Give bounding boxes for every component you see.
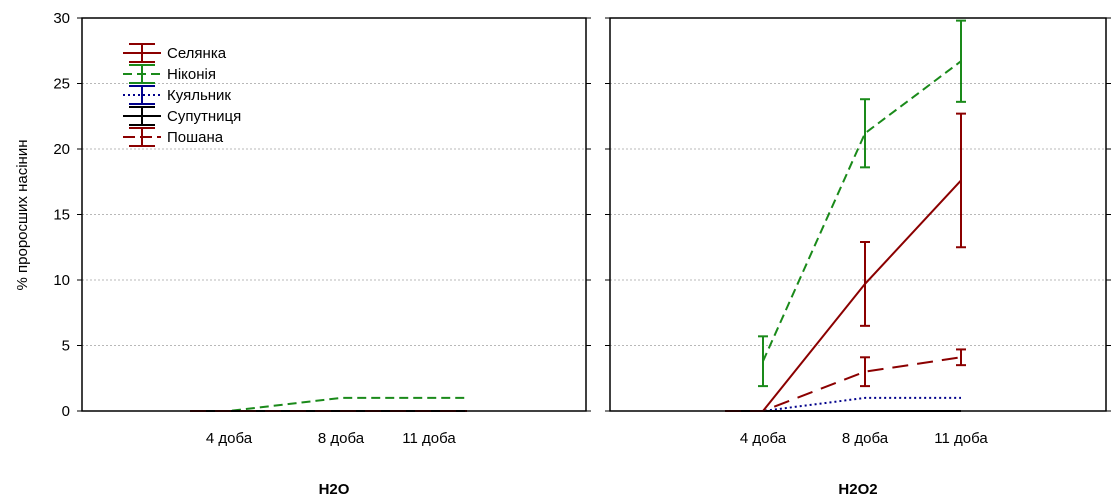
series-line-Пошана — [725, 356, 962, 412]
plot-frame — [81, 17, 587, 412]
y-tick-label: 10 — [53, 272, 70, 289]
y-tick-label: 0 — [62, 403, 70, 420]
y-tick-label: 5 — [62, 338, 70, 355]
legend-item: Супутниця — [123, 106, 241, 126]
panel-title: H2O — [319, 481, 350, 498]
x-tick-label: 8 доба — [318, 430, 365, 447]
x-tick-label: 11 доба — [402, 430, 456, 447]
x-tick-label: 8 доба — [842, 430, 889, 447]
y-tick-label: 25 — [53, 76, 70, 93]
panel-2: 4 доба 8 доба 11 доба H2O2 — [605, 17, 1111, 498]
legend-item: Ніконія — [123, 64, 216, 84]
x-tick-label: 4 доба — [206, 430, 253, 447]
legend-label: Ніконія — [167, 66, 216, 83]
legend-label: Куяльник — [167, 87, 231, 104]
legend-label: Пошана — [167, 129, 224, 146]
panel-title: H2O2 — [838, 481, 877, 498]
panel-1: 4 доба 8 доба 11 доба H2O — [77, 17, 591, 498]
x-tick-label: 11 доба — [934, 430, 988, 447]
legend-label: Селянка — [167, 45, 227, 62]
y-tick-label: 30 — [53, 10, 70, 27]
plot-frame — [609, 17, 1107, 412]
legend-item: Селянка — [123, 43, 227, 63]
x-tick-label: 4 доба — [740, 430, 787, 447]
legend-item: Пошана — [123, 127, 224, 147]
series-line-Ніконія — [190, 396, 467, 412]
y-tick-label: 20 — [53, 141, 70, 158]
series-line-Селянка — [725, 179, 962, 412]
legend-item: Куяльник — [123, 85, 231, 105]
legend: Селянка Ніконія Куяльник Супутниця Пошана — [123, 43, 241, 147]
series-line-Ніконія — [762, 60, 962, 362]
series-line-Куяльник — [725, 396, 961, 412]
y-axis-label: % проросших насінин — [14, 140, 31, 291]
y-tick-label: 15 — [53, 207, 70, 224]
legend-label: Супутниця — [167, 108, 241, 125]
